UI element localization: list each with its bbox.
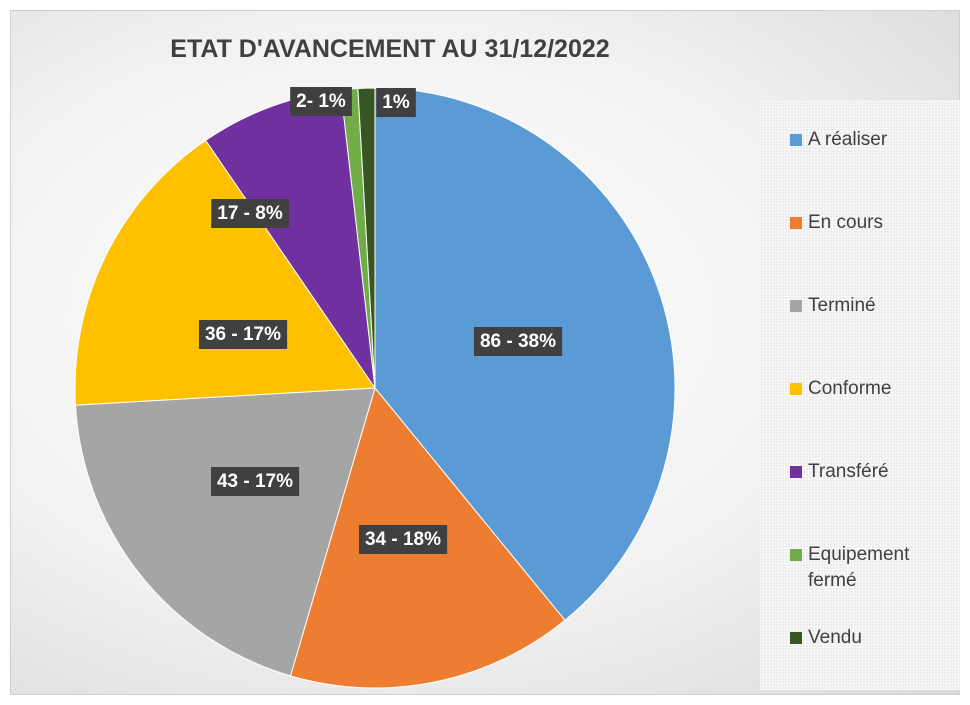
chart-title: ETAT D'AVANCEMENT AU 31/12/2022 <box>170 35 609 63</box>
legend-swatch <box>790 383 802 395</box>
data-label: 36 - 17% <box>205 324 281 345</box>
data-label: 34 - 18% <box>365 529 441 550</box>
pie-slice <box>357 87 376 389</box>
data-label-box <box>358 525 448 554</box>
legend-label: En cours <box>808 212 883 233</box>
legend-swatch <box>790 466 802 478</box>
legend-item: Terminé <box>790 293 950 319</box>
legend-item: Conforme <box>790 376 950 402</box>
legend-label: Vendu <box>808 627 862 648</box>
legend-item: Transféré <box>790 459 950 485</box>
legend-swatch <box>790 549 802 561</box>
legend-swatch <box>790 632 802 644</box>
legend-swatch <box>790 134 802 146</box>
pie-slice <box>74 387 376 677</box>
data-label: 17 - 8% <box>217 203 283 224</box>
pie-slice <box>74 139 376 406</box>
data-label-box <box>290 87 352 116</box>
legend-label: Terminé <box>808 295 876 316</box>
legend-item: En cours <box>790 210 950 236</box>
data-label: 43 - 17% <box>217 471 293 492</box>
legend-label: A réaliser <box>808 129 888 150</box>
data-label: 86 - 38% <box>480 331 556 352</box>
legend-swatch <box>790 217 802 229</box>
legend-item: Vendu <box>790 625 950 651</box>
data-label: 1% <box>382 92 410 113</box>
data-label-box <box>210 467 300 496</box>
data-label-box <box>198 320 288 349</box>
legend: A réaliser En cours Terminé Conforme Transfé… <box>760 100 960 690</box>
data-label-box <box>211 199 289 228</box>
legend-swatch <box>790 300 802 312</box>
legend-label: Transféré <box>808 461 889 482</box>
legend-item: A réaliser <box>790 127 950 153</box>
legend-label: Conforme <box>808 378 892 399</box>
legend-label: Equipement fermé <box>808 544 910 591</box>
data-label: 2- 1% <box>296 91 346 112</box>
data-label-box <box>376 88 416 117</box>
data-label-box <box>473 327 563 356</box>
legend-item: Equipement fermé <box>790 542 950 594</box>
